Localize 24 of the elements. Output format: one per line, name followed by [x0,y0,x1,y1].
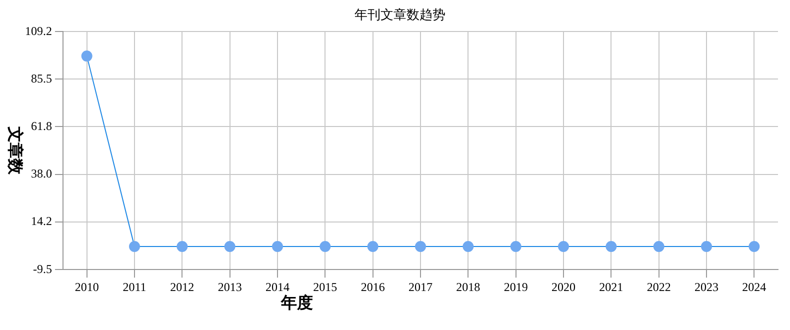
y-tick-label: 61.8 [31,118,52,133]
x-tick-label: 2013 [218,280,242,294]
x-tick-label: 2017 [408,280,432,294]
y-tick-label: 38.0 [31,166,52,181]
x-tick-label: 2020 [552,280,576,294]
x-tick-label: 2021 [599,280,624,294]
chart-title: 年刊文章数趋势 [354,7,446,22]
x-tick-label: 2015 [313,280,338,294]
y-axis-title: 文章数 [6,126,24,176]
x-tick-label: 2022 [646,280,671,294]
y-tick-label: -9.5 [33,262,52,276]
y-tick-label: 109.2 [25,24,52,38]
x-tick-label: 2023 [694,280,718,294]
x-tick-label: 2018 [456,280,480,294]
x-tick-label: 2010 [74,280,99,294]
x-tick-label: 2011 [122,280,146,294]
y-tick-label: 14.2 [31,214,52,228]
x-tick-label: 2016 [360,280,385,294]
y-tick-label: 85.5 [31,71,52,86]
x-tick-label: 2019 [504,280,528,294]
x-tick-label: 2014 [266,280,290,294]
x-axis-title: 年度 [280,293,313,312]
x-tick-label: 2012 [170,280,194,294]
x-tick-label: 2024 [742,280,766,294]
